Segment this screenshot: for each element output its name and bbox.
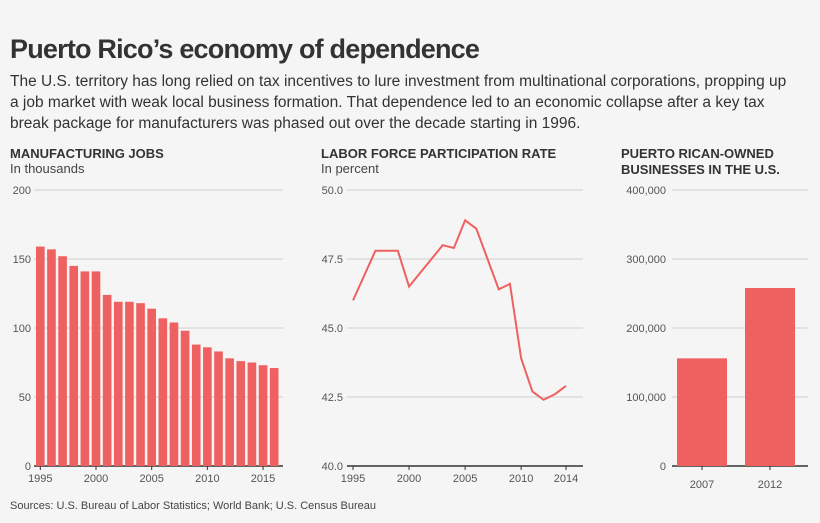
chart2-x-tick-label: 2005 (453, 473, 477, 485)
chart1-bar-2007 (169, 322, 179, 466)
page-title: Puerto Rico’s economy of dependence (10, 34, 480, 64)
chart1-bar-2000 (91, 271, 101, 466)
chart1-subtitle: In thousands (10, 161, 85, 176)
chart1-bar-2009 (191, 344, 201, 466)
chart1-bar-2003 (125, 301, 134, 466)
chart2-x-tick-label: 2014 (554, 473, 578, 485)
chart1-bar-2010 (203, 347, 212, 466)
chart1-x-tick-label: 2010 (195, 473, 219, 485)
chart1-bar-2001 (102, 294, 112, 466)
chart2-y-tick-label: 50.0 (322, 185, 343, 197)
chart1-bar-2011 (214, 351, 223, 466)
chart3-y-tick-label: 400,000 (626, 185, 666, 197)
source-note: Sources: U.S. Bureau of Labor Statistics… (10, 500, 377, 512)
chart1-bar-2005 (147, 308, 156, 466)
chart2-line (352, 218, 567, 401)
chart1-y-tick-label: 100 (13, 323, 31, 335)
chart1-x-tick-label: 2005 (139, 473, 163, 485)
chart2-y-tick-label: 45.0 (322, 323, 343, 335)
chart2-title: LABOR FORCE PARTICIPATION RATE (321, 146, 557, 161)
chart2-y-tick-label: 47.5 (322, 254, 343, 266)
chart3-x-tick-label: 2007 (690, 479, 714, 491)
chart1-title: MANUFACTURING JOBS (10, 146, 164, 161)
chart1-y-tick-label: 200 (13, 185, 31, 197)
chart3-y-tick-label: 300,000 (626, 254, 666, 266)
chart1-bar-1996 (47, 249, 56, 466)
chart1-bar-1998 (69, 265, 79, 466)
chart1-x-tick-label: 2000 (84, 473, 108, 485)
chart1-bar-2012 (225, 358, 234, 466)
chart1-bar-2014 (247, 362, 257, 466)
chart2-subtitle: In percent (321, 161, 379, 176)
chart3-bar-2012 (745, 287, 795, 466)
chart1-bar-1997 (58, 256, 67, 466)
chart1-bar-2006 (158, 318, 168, 466)
chart3-bar-2007 (677, 358, 727, 466)
chart1-bar-2002 (113, 301, 123, 466)
chart1-bar-2015 (258, 365, 268, 466)
chart3-y-tick-label: 0 (660, 461, 666, 473)
chart2-x-tick-label: 1995 (341, 473, 365, 485)
chart1-x-tick-label: 1995 (28, 473, 52, 485)
chart3-title: PUERTO RICAN-OWNED BUSINESSES IN THE U.S… (621, 146, 780, 177)
chart3-y-tick-label: 200,000 (626, 323, 666, 335)
chart1-bar-1995 (36, 246, 45, 466)
chart2-x-tick-label: 2010 (509, 473, 533, 485)
chart1-bar-2004 (136, 303, 145, 466)
chart2-y-tick-label: 42.5 (322, 392, 343, 404)
chart1-bar-2013 (236, 361, 246, 466)
chart1-y-tick-label: 150 (13, 254, 31, 266)
chart1-bar-2016 (269, 368, 279, 466)
chart2-x-tick-label: 2000 (397, 473, 421, 485)
chart3-y-tick-label: 100,000 (626, 392, 666, 404)
chart3-x-tick-label: 2012 (758, 479, 782, 491)
chart1-x-tick-label: 2015 (251, 473, 275, 485)
page-subtitle: The U.S. territory has long relied on ta… (10, 73, 787, 132)
chart2-y-tick-label: 40.0 (322, 461, 343, 473)
chart1-y-tick-label: 0 (25, 461, 31, 473)
chart1-bar-1999 (80, 271, 90, 466)
chart1-bar-2008 (180, 330, 190, 466)
chart1-y-tick-label: 50 (19, 392, 31, 404)
